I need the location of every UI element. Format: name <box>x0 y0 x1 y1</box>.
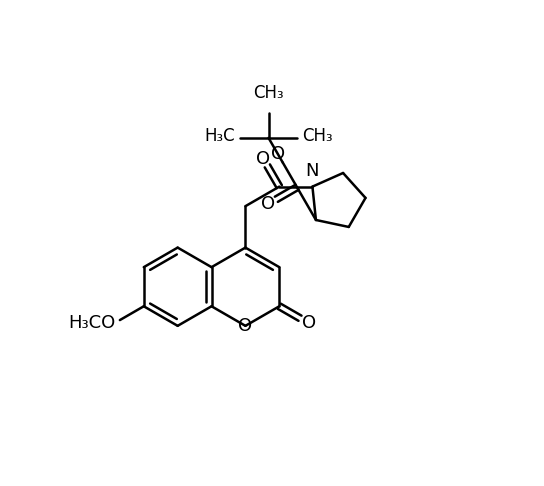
Text: O: O <box>302 314 316 332</box>
Text: O: O <box>271 145 285 163</box>
Text: O: O <box>256 150 270 168</box>
Text: O: O <box>238 317 252 335</box>
Text: CH₃: CH₃ <box>253 85 284 103</box>
Text: O: O <box>261 195 275 213</box>
Text: CH₃: CH₃ <box>302 127 332 145</box>
Text: N: N <box>306 162 319 180</box>
Text: H₃CO: H₃CO <box>68 314 115 332</box>
Text: H₃C: H₃C <box>205 127 236 145</box>
